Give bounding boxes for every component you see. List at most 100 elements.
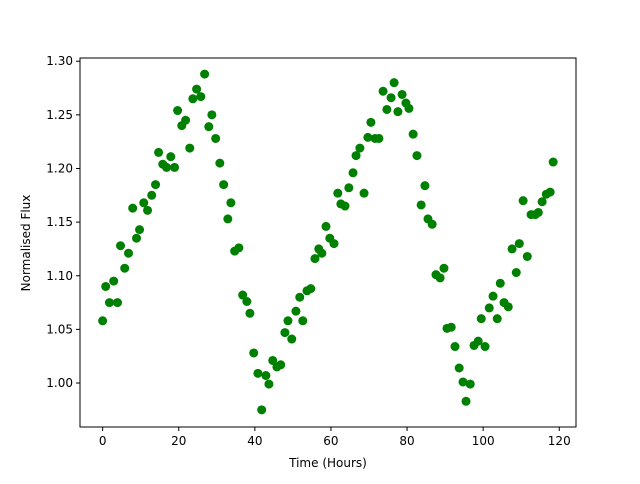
point bbox=[476, 314, 486, 324]
point bbox=[207, 110, 217, 120]
point bbox=[287, 334, 297, 344]
point bbox=[120, 263, 130, 273]
point bbox=[147, 190, 157, 200]
point bbox=[408, 129, 418, 139]
point bbox=[257, 405, 267, 415]
point bbox=[291, 306, 301, 316]
point bbox=[344, 183, 354, 193]
point bbox=[101, 281, 111, 291]
point bbox=[295, 292, 305, 302]
point bbox=[219, 180, 229, 190]
point bbox=[166, 152, 176, 162]
point bbox=[389, 78, 399, 88]
point bbox=[306, 284, 316, 294]
point bbox=[200, 69, 210, 79]
point bbox=[226, 198, 236, 208]
point bbox=[283, 316, 293, 326]
point bbox=[170, 162, 180, 172]
x-tick-label: 80 bbox=[399, 434, 414, 448]
y-tick-label: 1.15 bbox=[46, 215, 73, 229]
point bbox=[310, 254, 320, 264]
point bbox=[511, 268, 521, 278]
point bbox=[112, 298, 122, 308]
x-tick-label: 60 bbox=[323, 434, 338, 448]
x-axis-label: Time (Hours) bbox=[288, 456, 367, 470]
point bbox=[124, 248, 134, 258]
y-tick-label: 1.00 bbox=[46, 376, 73, 390]
point bbox=[317, 248, 327, 258]
point bbox=[264, 379, 274, 389]
point bbox=[204, 122, 214, 132]
point bbox=[465, 379, 475, 389]
point bbox=[514, 239, 524, 249]
y-tick-label: 1.20 bbox=[46, 161, 73, 175]
point bbox=[545, 187, 555, 197]
point bbox=[458, 377, 468, 387]
x-tick-label: 20 bbox=[171, 434, 186, 448]
point bbox=[192, 84, 202, 94]
point bbox=[492, 314, 502, 324]
point bbox=[461, 396, 471, 406]
x-tick-label: 100 bbox=[472, 434, 495, 448]
point bbox=[522, 251, 532, 261]
point bbox=[143, 205, 153, 215]
point bbox=[495, 278, 505, 288]
point bbox=[234, 243, 244, 253]
point bbox=[211, 133, 221, 143]
point bbox=[173, 106, 183, 116]
point bbox=[439, 263, 449, 273]
y-tick-label: 1.10 bbox=[46, 269, 73, 283]
point bbox=[386, 93, 396, 103]
point bbox=[98, 316, 108, 326]
point bbox=[109, 276, 119, 286]
y-tick-label: 1.30 bbox=[46, 54, 73, 68]
point bbox=[488, 291, 498, 301]
point bbox=[507, 244, 517, 254]
point bbox=[249, 348, 259, 358]
point bbox=[518, 196, 528, 206]
point bbox=[473, 336, 483, 346]
point bbox=[378, 86, 388, 96]
point bbox=[503, 302, 513, 312]
point bbox=[427, 219, 437, 229]
point bbox=[245, 308, 255, 318]
point bbox=[484, 303, 494, 313]
point bbox=[116, 241, 126, 251]
point bbox=[215, 158, 225, 168]
point bbox=[321, 221, 331, 231]
y-axis-label: Normalised Flux bbox=[19, 195, 33, 292]
point bbox=[480, 342, 490, 352]
x-tick-label: 0 bbox=[99, 434, 107, 448]
point bbox=[151, 180, 161, 190]
point bbox=[268, 355, 278, 365]
point bbox=[261, 371, 271, 381]
point bbox=[162, 162, 172, 172]
point bbox=[533, 207, 543, 217]
point bbox=[454, 363, 464, 373]
point bbox=[446, 322, 456, 332]
point bbox=[242, 296, 252, 306]
point bbox=[363, 132, 373, 142]
point bbox=[393, 107, 403, 117]
x-tick-label: 40 bbox=[247, 434, 262, 448]
point bbox=[355, 143, 365, 153]
point bbox=[404, 103, 414, 113]
point bbox=[366, 117, 376, 127]
point bbox=[276, 360, 286, 370]
point bbox=[154, 147, 164, 157]
point bbox=[333, 188, 343, 198]
point bbox=[351, 151, 361, 161]
point bbox=[298, 316, 308, 326]
x-tick-label: 120 bbox=[548, 434, 571, 448]
point bbox=[181, 115, 191, 125]
point bbox=[435, 273, 445, 283]
point bbox=[537, 197, 547, 207]
point bbox=[196, 92, 206, 102]
point bbox=[340, 201, 350, 211]
y-tick-label: 1.25 bbox=[46, 108, 73, 122]
point bbox=[416, 200, 426, 210]
point bbox=[397, 89, 407, 99]
point bbox=[280, 328, 290, 338]
point bbox=[185, 143, 195, 153]
point bbox=[450, 342, 460, 352]
